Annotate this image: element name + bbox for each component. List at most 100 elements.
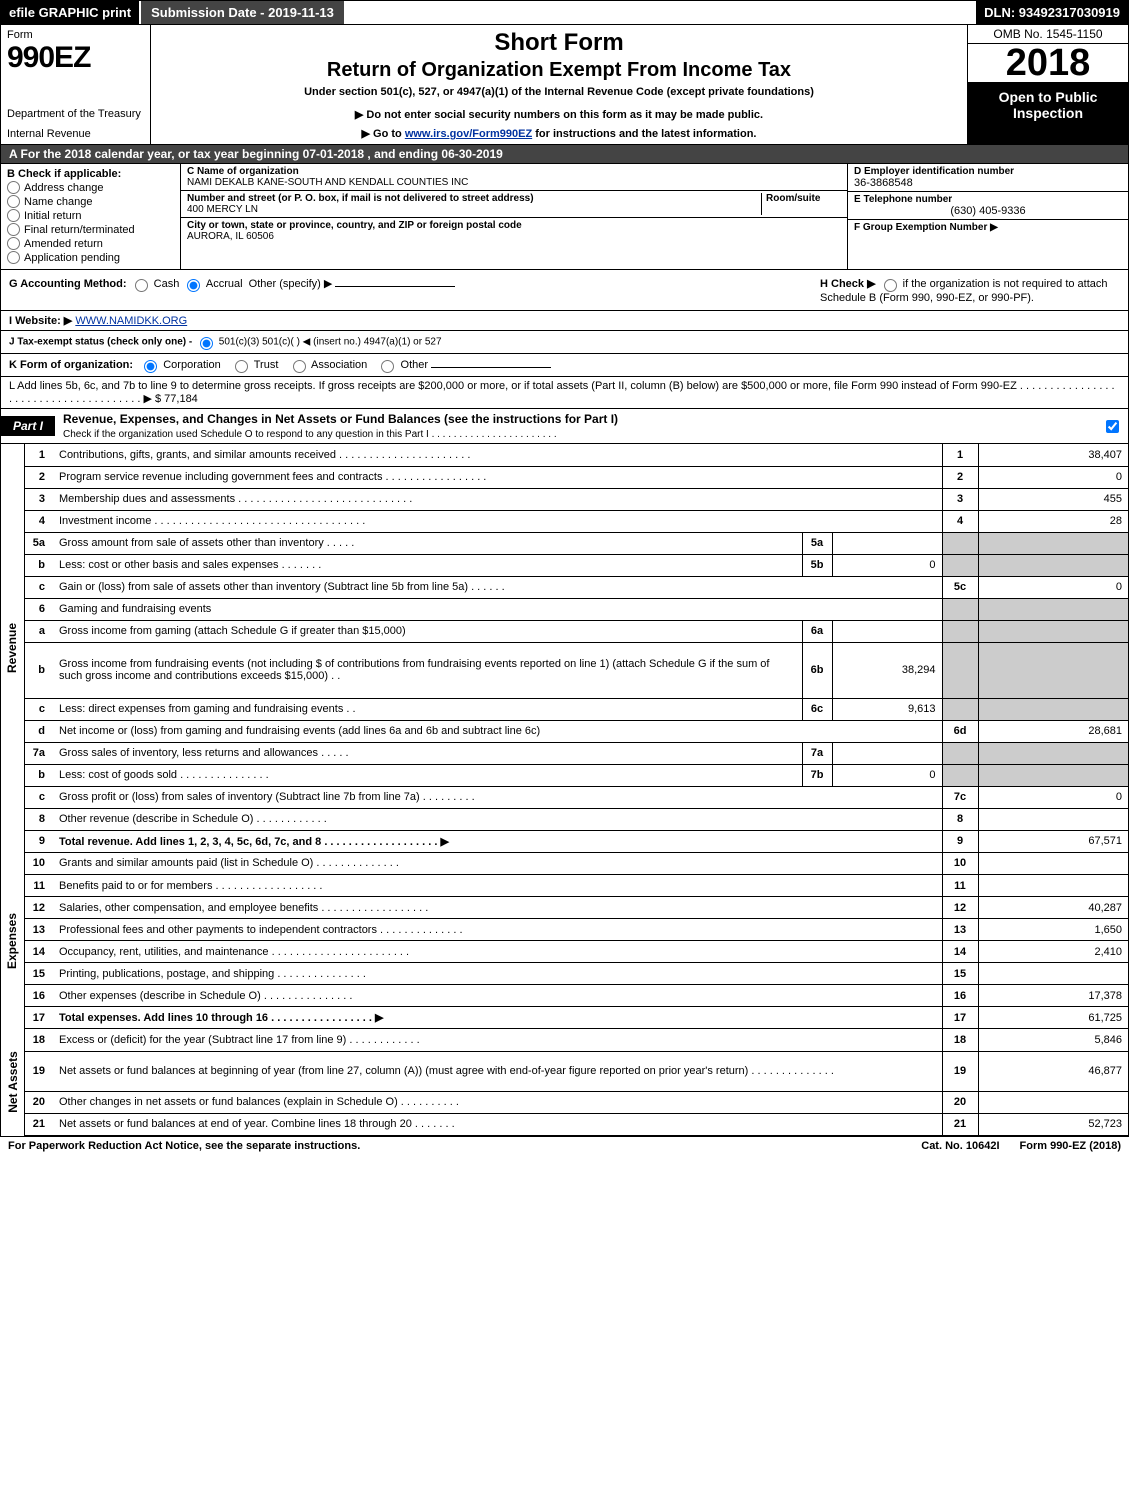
- open-inspection: Open to Public Inspection: [968, 83, 1128, 144]
- org-name-cell: C Name of organization NAMI DEKALB KANE-…: [181, 164, 847, 191]
- period-end: 06-30-2019: [441, 147, 502, 161]
- form-word: Form: [7, 29, 144, 41]
- check-name-change[interactable]: Name change: [7, 195, 174, 208]
- line-6b: bGross income from fundraising events (n…: [25, 642, 1128, 698]
- line-4: 4Investment income . . . . . . . . . . .…: [25, 510, 1128, 532]
- goto-line: ▶ Go to www.irs.gov/Form990EZ for instru…: [159, 127, 959, 140]
- irs-label: Internal Revenue: [7, 128, 144, 140]
- entity-block: B Check if applicable: Address change Na…: [0, 164, 1129, 270]
- check-amended-return[interactable]: Amended return: [7, 237, 174, 250]
- footer-right: Form 990-EZ (2018): [1020, 1140, 1121, 1152]
- line-21: 21Net assets or fund balances at end of …: [25, 1113, 1128, 1135]
- k-assoc-radio[interactable]: [293, 360, 306, 373]
- addr-val: 400 MERCY LN: [187, 204, 761, 215]
- line-7b: bLess: cost of goods sold . . . . . . . …: [25, 764, 1128, 786]
- e-label: E Telephone number: [854, 194, 1122, 205]
- check-application-pending[interactable]: Application pending: [7, 251, 174, 264]
- tax-year: 2018: [968, 44, 1128, 83]
- line-8: 8Other revenue (describe in Schedule O) …: [25, 808, 1128, 830]
- submission-date: Submission Date - 2019-11-13: [139, 1, 344, 24]
- efile-label[interactable]: efile GRAPHIC print: [1, 1, 139, 24]
- footer-center: Cat. No. 10642I: [901, 1140, 1019, 1152]
- line-16: 16Other expenses (describe in Schedule O…: [25, 985, 1128, 1007]
- l-text: L Add lines 5b, 6c, and 7b to line 9 to …: [9, 380, 1115, 405]
- k-trust-radio[interactable]: [235, 360, 248, 373]
- check-initial-return[interactable]: Initial return: [7, 209, 174, 222]
- j-row: J Tax-exempt status (check only one) - 5…: [0, 331, 1129, 354]
- line-5c: cGain or (loss) from sale of assets othe…: [25, 576, 1128, 598]
- spacer: [344, 1, 976, 24]
- line-3: 3Membership dues and assessments . . . .…: [25, 488, 1128, 510]
- room-label: Room/suite: [766, 193, 841, 204]
- line-15: 15Printing, publications, postage, and s…: [25, 963, 1128, 985]
- netassets-section: Net Assets 18Excess or (deficit) for the…: [0, 1029, 1129, 1137]
- goto-link[interactable]: www.irs.gov/Form990EZ: [405, 128, 532, 140]
- b-label: B Check if applicable:: [7, 168, 174, 180]
- line-2: 2Program service revenue including gover…: [25, 466, 1128, 488]
- j-label: J Tax-exempt status (check only one) -: [9, 337, 195, 348]
- short-form-title: Short Form: [159, 29, 959, 57]
- line-10: 10Grants and similar amounts paid (list …: [25, 853, 1128, 875]
- g-other: Other (specify) ▶: [249, 278, 333, 290]
- k-assoc: Association: [311, 359, 367, 371]
- l-row: L Add lines 5b, 6c, and 7b to line 9 to …: [0, 377, 1129, 409]
- line-20: 20Other changes in net assets or fund ba…: [25, 1091, 1128, 1113]
- part1-check[interactable]: [1096, 414, 1128, 439]
- website-link[interactable]: WWW.NAMIDKK.ORG: [75, 315, 187, 327]
- h-section: H Check ▶ if the organization is not req…: [820, 276, 1120, 304]
- section-b: B Check if applicable: Address change Na…: [1, 164, 181, 269]
- address-cell: Number and street (or P. O. box, if mail…: [181, 191, 847, 218]
- ein-cell: D Employer identification number 36-3868…: [848, 164, 1128, 192]
- revenue-section: Revenue 1Contributions, gifts, grants, a…: [0, 444, 1129, 853]
- gh-row: G Accounting Method: Cash Accrual Other …: [0, 270, 1129, 311]
- line-6c: cLess: direct expenses from gaming and f…: [25, 698, 1128, 720]
- netassets-side-label: Net Assets: [1, 1029, 25, 1136]
- form-header: Form 990EZ Department of the Treasury In…: [0, 25, 1129, 145]
- header-center: Short Form Return of Organization Exempt…: [151, 25, 968, 144]
- k-corp-radio[interactable]: [144, 360, 157, 373]
- expenses-table: 10Grants and similar amounts paid (list …: [25, 853, 1128, 1030]
- check-final-return[interactable]: Final return/terminated: [7, 223, 174, 236]
- phone-val: (630) 405-9336: [854, 205, 1122, 217]
- line-5a: 5aGross amount from sale of assets other…: [25, 532, 1128, 554]
- line-13: 13Professional fees and other payments t…: [25, 919, 1128, 941]
- g-accrual-radio[interactable]: [187, 279, 200, 292]
- period-text-a: A For the 2018 calendar year, or tax yea…: [9, 147, 303, 161]
- g: G Accounting Method:: [9, 278, 127, 290]
- k-row: K Form of organization: Corporation Trus…: [0, 354, 1129, 377]
- expenses-section: Expenses 10Grants and similar amounts pa…: [0, 853, 1129, 1030]
- page-footer: For Paperwork Reduction Act Notice, see …: [0, 1137, 1129, 1155]
- c-label: C Name of organization: [187, 166, 841, 177]
- k-corp: Corporation: [163, 359, 220, 371]
- group-exemption-cell: F Group Exemption Number ▶: [848, 220, 1128, 235]
- line-6a: aGross income from gaming (attach Schedu…: [25, 620, 1128, 642]
- j-opts: 501(c)(3) 501(c)( ) ◀ (insert no.) 4947(…: [219, 337, 442, 348]
- line-18: 18Excess or (deficit) for the year (Subt…: [25, 1029, 1128, 1051]
- line-7a: 7aGross sales of inventory, less returns…: [25, 742, 1128, 764]
- line-9: 9Total revenue. Add lines 1, 2, 3, 4, 5c…: [25, 830, 1128, 852]
- form-number: 990EZ: [7, 41, 144, 75]
- header-right: OMB No. 1545-1150 2018 Open to Public In…: [968, 25, 1128, 144]
- g-cash-radio[interactable]: [135, 279, 148, 292]
- j-501c3[interactable]: [200, 337, 213, 350]
- k-other-radio[interactable]: [381, 360, 394, 373]
- line-11: 11Benefits paid to or for members . . . …: [25, 875, 1128, 897]
- line-6: 6Gaming and fundraising events: [25, 598, 1128, 620]
- return-title: Return of Organization Exempt From Incom…: [159, 59, 959, 82]
- return-subtitle: Under section 501(c), 527, or 4947(a)(1)…: [159, 86, 959, 98]
- footer-left: For Paperwork Reduction Act Notice, see …: [8, 1140, 901, 1152]
- k-other: Other: [401, 359, 429, 371]
- k-label: K Form of organization:: [9, 359, 133, 371]
- h: H Check ▶: [820, 278, 876, 290]
- check-address-change[interactable]: Address change: [7, 181, 174, 194]
- h-check[interactable]: [884, 279, 897, 292]
- city-cell: City or town, state or province, country…: [181, 218, 847, 244]
- dln-label: DLN: 93492317030919: [976, 1, 1128, 24]
- g-accrual: Accrual: [206, 278, 243, 290]
- line-12: 12Salaries, other compensation, and empl…: [25, 897, 1128, 919]
- revenue-side-label: Revenue: [1, 444, 25, 853]
- section-def: D Employer identification number 36-3868…: [848, 164, 1128, 269]
- city-val: AURORA, IL 60506: [187, 231, 841, 242]
- top-bar: efile GRAPHIC print Submission Date - 20…: [0, 0, 1129, 25]
- i-label: I Website: ▶: [9, 315, 72, 327]
